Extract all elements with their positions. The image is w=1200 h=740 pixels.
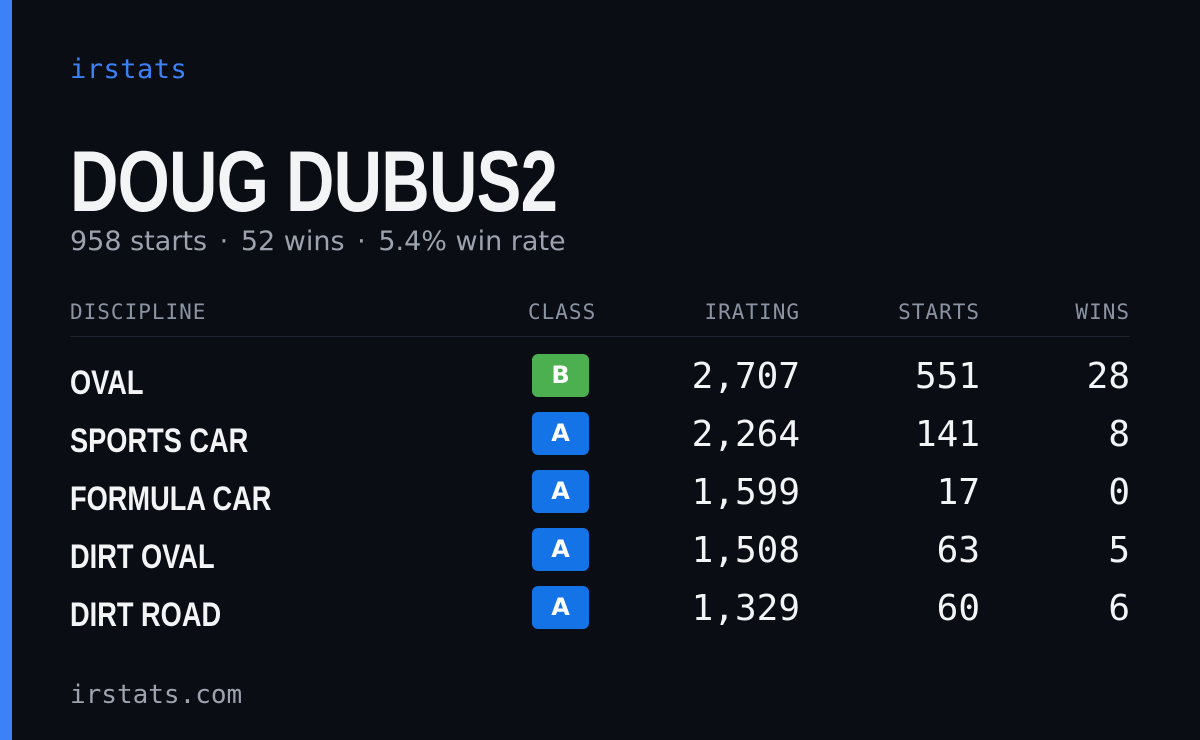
header-class: CLASS <box>528 300 597 324</box>
class-badge: A <box>532 586 589 629</box>
class-badge: A <box>532 412 589 455</box>
class-badge: A <box>532 528 589 571</box>
summary-separator: · <box>357 226 366 257</box>
accent-bar <box>0 0 12 740</box>
discipline-table: OVAL B 2,707 551 28 SPORTS CAR A 2,264 1… <box>70 352 1130 642</box>
summary-wins: 52 wins <box>240 226 345 257</box>
driver-summary: 958 starts · 52 wins · 5.4% win rate <box>70 226 566 257</box>
row-irating: 1,329 <box>691 588 800 629</box>
row-wins: 0 <box>1108 472 1130 513</box>
row-starts: 17 <box>936 472 980 513</box>
row-irating: 2,707 <box>691 356 800 397</box>
row-irating: 1,508 <box>691 530 800 571</box>
row-starts: 60 <box>936 588 980 629</box>
table-row: DIRT ROAD A 1,329 60 6 <box>70 584 1130 642</box>
table-row: DIRT OVAL A 1,508 63 5 <box>70 526 1130 584</box>
footer-url[interactable]: irstats.com <box>70 680 243 710</box>
table-row: FORMULA CAR A 1,599 17 0 <box>70 468 1130 526</box>
row-starts: 63 <box>936 530 980 571</box>
row-wins: 5 <box>1108 530 1130 571</box>
row-irating: 1,599 <box>691 472 800 513</box>
row-discipline: SPORTS CAR <box>70 422 249 460</box>
row-discipline: DIRT ROAD <box>70 596 222 634</box>
header-starts: STARTS <box>898 300 980 324</box>
row-discipline: FORMULA CAR <box>70 480 272 518</box>
brand-logo: irstats <box>70 54 188 85</box>
class-badge: B <box>532 354 589 397</box>
summary-starts: 958 starts <box>70 226 208 257</box>
row-starts: 551 <box>914 356 980 397</box>
row-wins: 28 <box>1086 356 1130 397</box>
row-irating: 2,264 <box>691 414 800 455</box>
header-irating: IRATING <box>704 300 800 324</box>
table-row: SPORTS CAR A 2,264 141 8 <box>70 410 1130 468</box>
driver-name: DOUG DUBUS2 <box>70 134 558 230</box>
row-wins: 8 <box>1108 414 1130 455</box>
summary-separator: · <box>219 226 229 257</box>
row-discipline: DIRT OVAL <box>70 538 215 576</box>
header-wins: WINS <box>1075 300 1130 324</box>
row-discipline: OVAL <box>70 364 144 402</box>
row-wins: 6 <box>1108 588 1130 629</box>
header-discipline: DISCIPLINE <box>70 300 207 324</box>
summary-win-rate: 5.4% win rate <box>378 226 566 257</box>
table-row: OVAL B 2,707 551 28 <box>70 352 1130 410</box>
table-header: DISCIPLINE CLASS IRATING STARTS WINS <box>70 300 1130 337</box>
class-badge: A <box>532 470 589 513</box>
row-starts: 141 <box>914 414 980 455</box>
